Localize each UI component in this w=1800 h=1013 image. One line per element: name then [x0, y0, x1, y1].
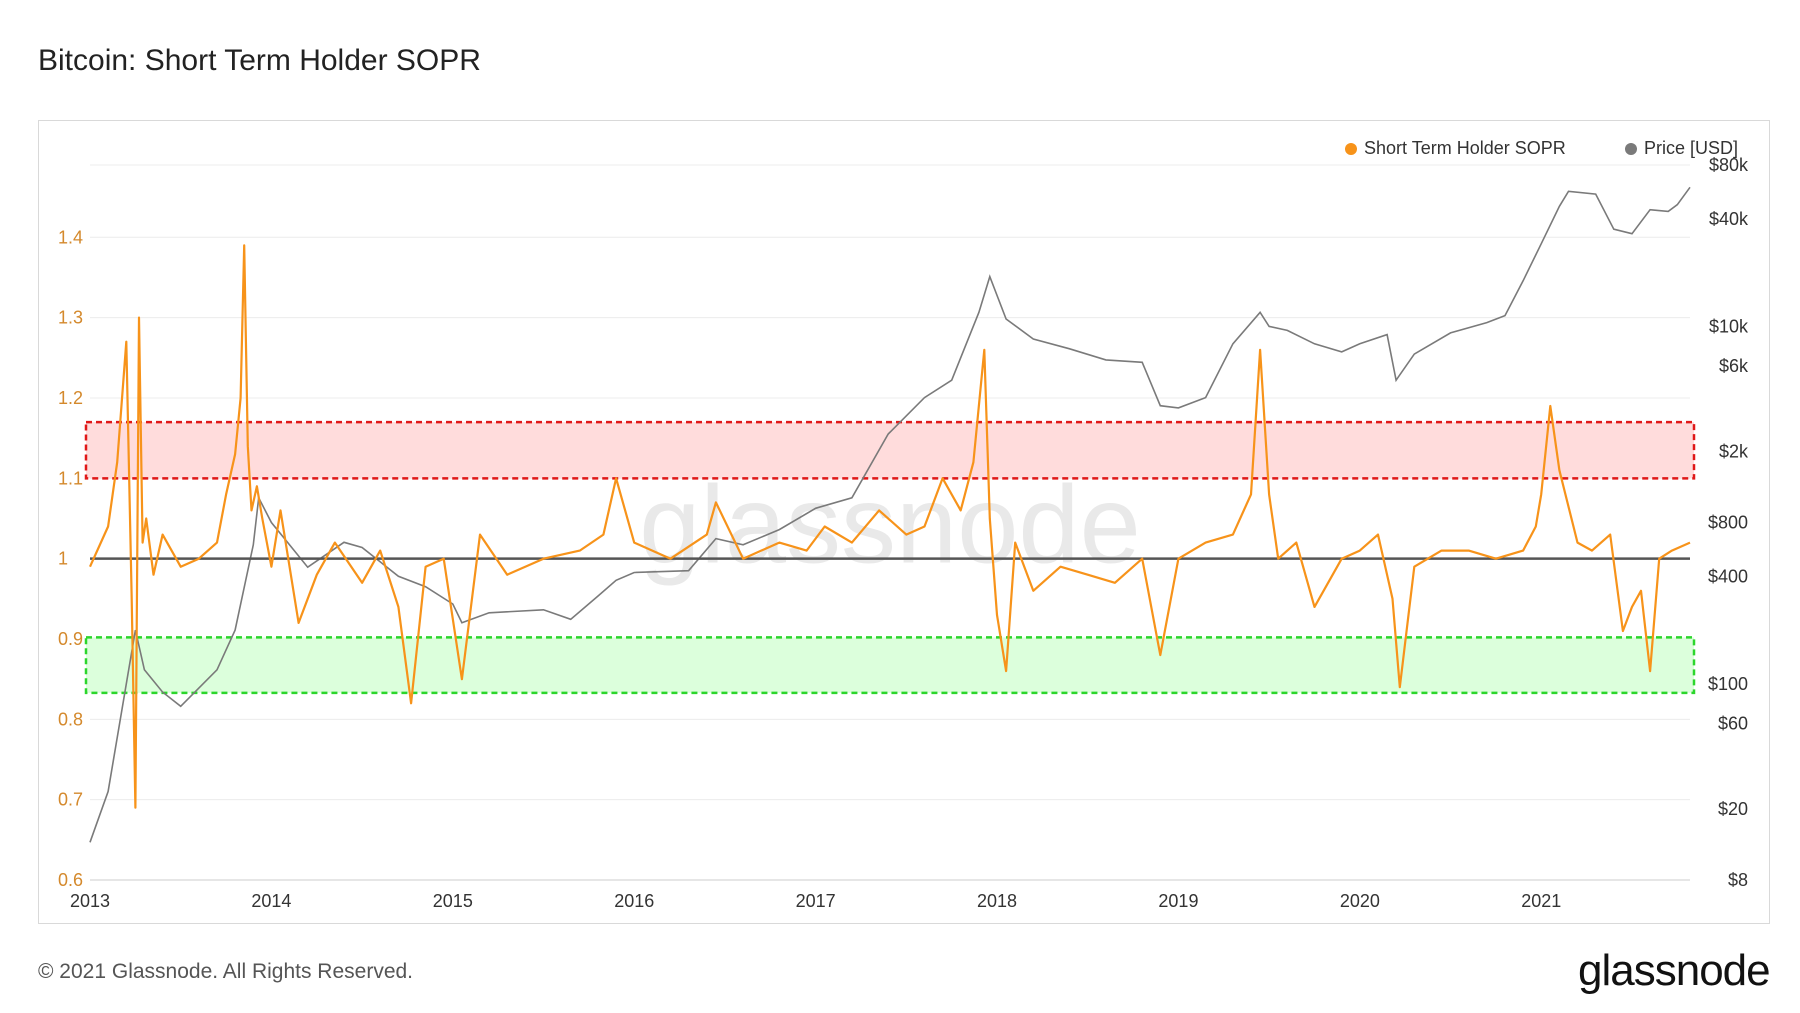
y-left-tick-label: 0.8: [58, 709, 83, 729]
sopr-series-line: [88, 244, 1691, 809]
y-left-tick-label: 0.9: [58, 629, 83, 649]
y-left-tick-label: 1.4: [58, 227, 83, 247]
x-tick-label: 2015: [433, 891, 473, 911]
y-right-tick-label: $2k: [1719, 441, 1749, 461]
y-right-tick-label: $80k: [1709, 155, 1749, 175]
chart-title: Bitcoin: Short Term Holder SOPR: [38, 44, 481, 77]
y-right-tick-label: $800: [1708, 513, 1748, 533]
y-right-tick-label: $40k: [1709, 209, 1749, 229]
y-right-tick-label: $8: [1728, 870, 1748, 890]
x-tick-label: 2020: [1340, 891, 1380, 911]
y-right-tick-label: $20: [1718, 799, 1748, 819]
x-tick-label: 2016: [614, 891, 654, 911]
x-tick-label: 2019: [1158, 891, 1198, 911]
legend-label-sopr: Short Term Holder SOPR: [1364, 138, 1566, 158]
price-legend-dot-icon: [1625, 142, 1637, 155]
sopr-legend-dot-icon: [1345, 142, 1357, 155]
chart-frame: [38, 120, 1770, 924]
legend-label-price: Price [USD]: [1644, 138, 1739, 158]
legend-item-price[interactable]: Price [USD]: [1625, 138, 1738, 159]
x-tick-label: 2018: [977, 891, 1017, 911]
watermark: glassnode: [639, 464, 1141, 587]
legend-item-sopr[interactable]: Short Term Holder SOPR: [1345, 138, 1566, 159]
x-tick-label: 2014: [251, 891, 291, 911]
glassnode-logo[interactable]: glassnode: [1578, 946, 1771, 995]
y-left-tick-label: 1.2: [58, 388, 83, 408]
y-right-tick-label: $400: [1708, 566, 1748, 586]
x-tick-label: 2017: [796, 891, 836, 911]
y-left-tick-label: 0.7: [58, 790, 83, 810]
x-tick-label: 2021: [1521, 891, 1561, 911]
sell-zone-band: [84, 420, 1696, 480]
buy-zone-band: [84, 636, 1696, 695]
y-left-tick-label: 1.3: [58, 308, 83, 328]
y-left-tick-label: 1: [58, 549, 68, 569]
y-left-tick-label: 0.6: [58, 870, 83, 890]
y-left-tick-label: 1.1: [58, 468, 83, 488]
copyright-text: © 2021 Glassnode. All Rights Reserved.: [38, 960, 414, 983]
x-tick-label: 2013: [70, 891, 110, 911]
y-right-tick-label: $60: [1718, 714, 1748, 734]
y-right-tick-label: $10k: [1709, 316, 1749, 336]
y-right-tick-label: $6k: [1719, 356, 1749, 376]
y-right-tick-label: $100: [1708, 674, 1748, 694]
